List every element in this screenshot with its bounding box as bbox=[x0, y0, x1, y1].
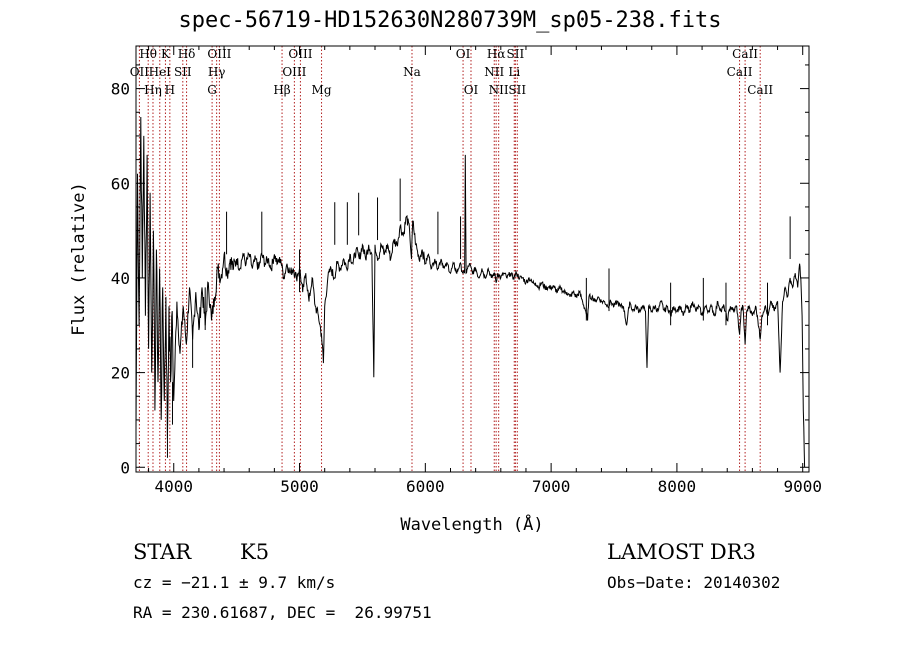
x-tick-label: 9000 bbox=[783, 477, 822, 496]
x-tick-label: 7000 bbox=[532, 477, 571, 496]
x-tick-label: 6000 bbox=[406, 477, 445, 496]
line-label-25: CaII bbox=[732, 47, 758, 61]
line-label-4: K bbox=[161, 47, 171, 61]
y-tick-label: 80 bbox=[111, 80, 130, 99]
line-label-18: NII bbox=[484, 65, 504, 79]
line-label-12: OIII bbox=[282, 65, 306, 79]
plot-frame bbox=[135, 45, 810, 473]
y-axis: 0 20 40 60 80 bbox=[111, 64, 809, 477]
line-label-10: OIII bbox=[207, 47, 231, 61]
line-label-20: NII bbox=[489, 83, 509, 97]
line-label-21: Li bbox=[508, 65, 520, 79]
line-label-17: OI bbox=[464, 83, 479, 97]
x-tick-label: 5000 bbox=[280, 477, 319, 496]
spectrum-spikes bbox=[166, 178, 791, 458]
line-label-22: SII bbox=[507, 47, 525, 61]
line-label-26: CaII bbox=[747, 83, 773, 97]
line-label-19: Hα bbox=[487, 47, 506, 61]
line-label-6: SII bbox=[174, 65, 192, 79]
chart-title: spec-56719-HD152630N280739M_sp05-238.fit… bbox=[178, 8, 722, 33]
line-label-8: G bbox=[207, 83, 217, 97]
y-tick-label: 60 bbox=[111, 174, 130, 193]
y-tick-label: 40 bbox=[111, 269, 130, 288]
line-label-11: Hβ bbox=[273, 83, 290, 97]
line-label-16: OI bbox=[456, 47, 471, 61]
coordinates-readout: RA = 230.61687, DEC = 26.99751 bbox=[133, 603, 432, 622]
observation-date: Obs−Date: 20140302 bbox=[607, 573, 781, 592]
x-tick-label: 8000 bbox=[658, 477, 697, 496]
line-label-23: SII bbox=[508, 83, 526, 97]
x-axis-label: Wavelength (Å) bbox=[400, 513, 543, 535]
object-class: STAR bbox=[133, 540, 192, 564]
line-label-0: OII bbox=[130, 65, 150, 79]
line-markers bbox=[138, 46, 761, 472]
y-axis-label: Flux (relative) bbox=[69, 182, 89, 336]
y-tick-label: 0 bbox=[120, 458, 130, 477]
survey-name: LAMOST DR3 bbox=[607, 540, 756, 564]
line-label-15: Na bbox=[403, 65, 421, 79]
line-label-14: Mg bbox=[312, 83, 332, 97]
x-tick-label: 4000 bbox=[154, 477, 193, 496]
y-tick-label: 20 bbox=[111, 364, 130, 383]
x-axis: 4000 5000 6000 7000 8000 9000 bbox=[148, 46, 822, 496]
line-label-2: Hη bbox=[144, 83, 162, 97]
spectrum-line bbox=[135, 116, 806, 468]
line-label-7: Hδ bbox=[178, 47, 196, 61]
object-subclass: K5 bbox=[240, 540, 270, 564]
line-labels: OII Hθ Hη HeI K H SII Hδ G Hγ OIII Hβ OIII OIII Mg Na OI… bbox=[130, 47, 774, 97]
redshift-readout: cz = −21.1 ± 9.7 km/s bbox=[133, 573, 336, 592]
line-label-13: OIII bbox=[288, 47, 312, 61]
line-label-24: CaII bbox=[727, 65, 753, 79]
line-label-1: Hθ bbox=[139, 47, 157, 61]
line-label-3: HeI bbox=[149, 65, 172, 79]
line-label-9: Hγ bbox=[208, 65, 226, 79]
line-label-5: H bbox=[165, 83, 175, 97]
